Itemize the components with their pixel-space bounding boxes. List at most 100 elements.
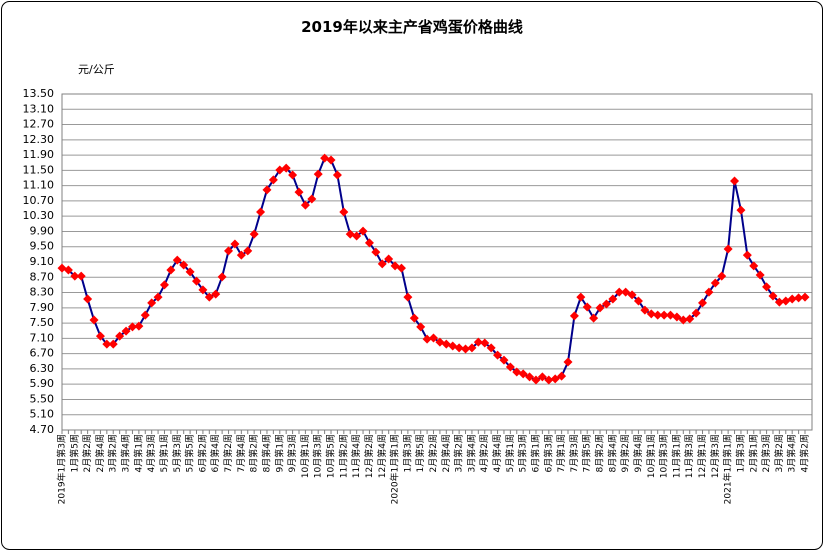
x-tick-label: 1月第5周: [414, 434, 426, 472]
data-point: [646, 309, 656, 319]
data-point: [262, 185, 272, 195]
data-point: [710, 278, 720, 288]
x-tick-label: 6月第4周: [209, 434, 221, 472]
data-point: [685, 314, 695, 324]
data-point: [179, 260, 189, 270]
x-tick-label: 5月第1周: [504, 434, 516, 472]
x-tick-label: 2月第1周: [747, 434, 759, 472]
y-tick-label: 6.30: [30, 362, 55, 375]
x-tick-label: 2月第3周: [760, 434, 772, 472]
data-point: [525, 372, 535, 382]
data-point: [313, 169, 323, 179]
data-point: [749, 261, 759, 271]
x-tick-label: 11月第4周: [350, 434, 362, 478]
x-tick-label: 9月第4周: [632, 434, 644, 472]
y-tick-label: 10.70: [23, 194, 55, 207]
data-point: [140, 310, 150, 320]
data-point: [659, 310, 669, 320]
data-point: [108, 339, 118, 349]
x-tick-label: 3月第4周: [786, 434, 798, 472]
x-tick-label: 4月第3周: [145, 434, 157, 472]
x-tick-label: 2月第4周: [94, 434, 106, 472]
data-point: [774, 297, 784, 307]
data-point: [172, 255, 182, 265]
x-tick-label: 8月第2周: [594, 434, 606, 472]
data-point: [300, 200, 310, 210]
data-point: [473, 337, 483, 347]
x-tick-label: 7月第4周: [235, 434, 247, 472]
data-point: [127, 322, 137, 332]
data-point: [211, 289, 221, 299]
data-point: [691, 308, 701, 318]
data-point: [76, 271, 86, 281]
data-point: [480, 338, 490, 348]
x-tick-label: 9月第1周: [273, 434, 285, 472]
data-point: [326, 155, 336, 165]
x-tick-label: 12月第3周: [709, 434, 721, 478]
data-point: [153, 292, 163, 302]
x-tick-label: 2021年1月第1周: [722, 434, 734, 504]
data-point: [678, 315, 688, 325]
data-point: [83, 294, 93, 304]
data-point: [730, 176, 740, 186]
y-tick-label: 6.70: [30, 347, 55, 360]
data-point: [159, 280, 169, 290]
data-point: [185, 267, 195, 277]
data-point: [563, 357, 573, 367]
y-tick-label: 13.50: [23, 87, 55, 100]
chart-title: 2019年以来主产省鸡蛋价格曲线: [301, 18, 523, 36]
data-point: [717, 271, 727, 281]
x-tick-label: 10月第1周: [645, 434, 657, 478]
y-tick-label: 10.30: [23, 209, 55, 222]
x-tick-label: 7月第2周: [222, 434, 234, 472]
y-tick-label: 5.50: [30, 392, 55, 405]
data-point: [236, 250, 246, 260]
x-tick-label: 2020年1月第1周: [389, 434, 401, 504]
data-point: [608, 294, 618, 304]
y-tick-label: 7.10: [30, 331, 55, 344]
x-tick-label: 7月第3周: [568, 434, 580, 472]
data-point: [217, 272, 227, 282]
y-tick-label: 9.10: [30, 255, 55, 268]
data-point: [723, 244, 733, 254]
data-point: [621, 287, 631, 297]
plot-area: [61, 93, 813, 431]
data-point: [281, 163, 291, 173]
data-point: [243, 246, 253, 256]
data-point: [704, 287, 714, 297]
x-tick-label: 5月第1周: [158, 434, 170, 472]
x-tick-label: 6月第3周: [542, 434, 554, 472]
data-point: [147, 298, 157, 308]
data-point: [396, 263, 406, 273]
x-tick-label: 7月第5周: [581, 434, 593, 472]
y-tick-label: 12.30: [23, 133, 55, 146]
y-tick-label: 11.50: [23, 163, 55, 176]
data-point: [70, 271, 80, 281]
y-tick-label: 9.90: [30, 224, 55, 237]
data-point: [95, 331, 105, 341]
y-tick-label: 8.70: [30, 270, 55, 283]
x-tick-label: 4月第1周: [132, 434, 144, 472]
data-point: [531, 375, 541, 385]
data-point: [742, 250, 752, 260]
data-point: [409, 313, 419, 323]
data-point: [787, 294, 797, 304]
data-point: [115, 331, 125, 341]
data-point: [640, 305, 650, 315]
data-point: [332, 170, 342, 180]
data-point: [614, 287, 624, 297]
y-tick-label: 4.70: [30, 423, 55, 436]
y-axis-label: 元/公斤: [78, 63, 115, 76]
x-tick-label: 8月第4周: [606, 434, 618, 472]
data-point: [698, 298, 708, 308]
data-point: [403, 292, 413, 302]
x-tick-label: 3月第4周: [120, 434, 132, 472]
data-point: [653, 310, 663, 320]
x-tick-label: 11月第1周: [670, 434, 682, 478]
x-tick-label: 1月第3周: [734, 434, 746, 472]
data-point: [467, 343, 477, 353]
x-tick-label: 4月第4周: [491, 434, 503, 472]
data-point: [89, 315, 99, 325]
